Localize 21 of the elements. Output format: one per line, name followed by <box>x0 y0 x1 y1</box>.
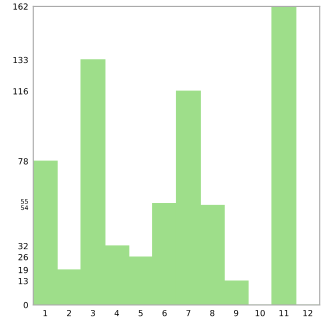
x-tick-label: 7 <box>186 310 190 316</box>
y-tick-label: 133 <box>13 56 28 64</box>
x-tick-label: 10 <box>256 310 265 316</box>
x-tick-label: 11 <box>279 310 288 316</box>
y-tick-label: 32 <box>18 242 28 250</box>
y-tick-label: 116 <box>13 88 28 94</box>
y-tick-label: 0 <box>24 302 28 308</box>
x-tick-label: 6 <box>162 310 167 316</box>
x-tick-label: 4 <box>114 310 120 316</box>
x-tick-label: 9 <box>234 310 238 316</box>
x-tick-label: 3 <box>90 310 95 316</box>
y-tick-label: 13 <box>18 278 28 284</box>
x-tick-label: 2 <box>67 310 71 316</box>
x-tick-label: 12 <box>303 310 312 316</box>
x-tick-label: 5 <box>138 310 143 316</box>
y-tick-label: 26 <box>18 254 28 260</box>
y-tick-label: 78 <box>18 158 28 164</box>
x-tick-label: 8 <box>210 310 214 316</box>
y-tick-label: 19 <box>18 266 28 274</box>
x-tick-label: 1 <box>43 310 48 316</box>
y-tick-label: 162 <box>13 3 28 10</box>
